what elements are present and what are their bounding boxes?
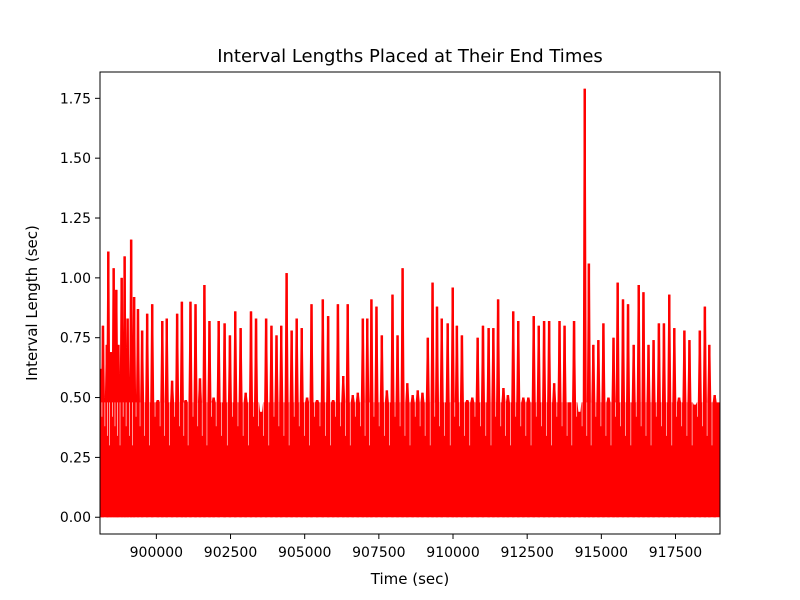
x-tick-label: 910000 [426,545,479,561]
chart-title: Interval Lengths Placed at Their End Tim… [217,46,603,67]
y-tick-label: 0.00 [60,510,91,526]
y-tick-label: 1.25 [60,211,91,227]
x-tick-label: 902500 [204,545,257,561]
y-tick-label: 0.25 [60,450,91,466]
y-tick-label: 0.75 [60,331,91,347]
y-tick-label: 1.50 [60,151,91,167]
x-tick-label: 915000 [575,545,628,561]
y-tick-label: 0.50 [60,391,91,407]
x-tick-label: 917500 [649,545,702,561]
y-tick-label: 1.00 [60,271,91,287]
x-tick-label: 900000 [130,545,183,561]
x-axis: 900000 902500 905000 907500 910000 912500 9150… [130,534,702,561]
y-axis-label: Interval Length (sec) [23,225,41,381]
plot-frame [99,71,721,535]
y-axis: 0.00 0.25 0.50 0.75 1.00 1.25 1.50 1.75 [60,91,100,526]
y-tick-label: 1.75 [60,91,91,107]
x-tick-label: 905000 [278,545,331,561]
x-axis-label: Time (sec) [370,570,449,588]
plot-area [100,88,720,518]
x-tick-label: 912500 [500,545,553,561]
x-tick-label: 907500 [352,545,405,561]
